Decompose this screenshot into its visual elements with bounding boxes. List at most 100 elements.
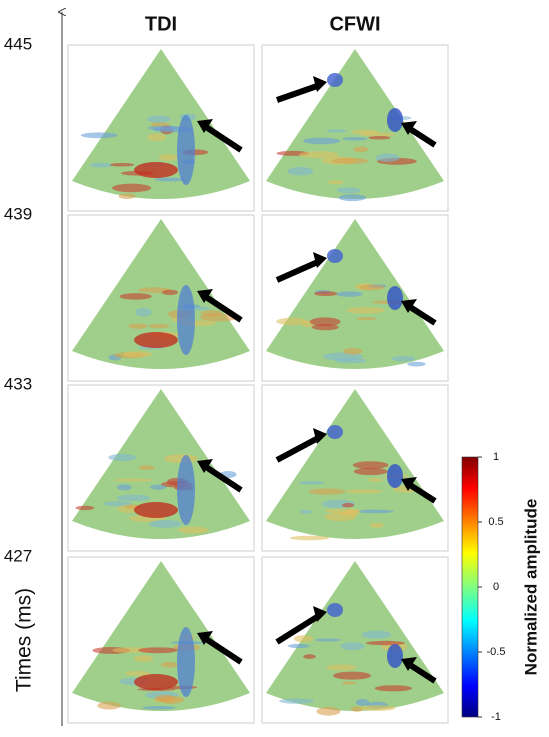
texture	[147, 133, 166, 142]
blob	[177, 627, 195, 697]
texture	[108, 453, 137, 462]
arrowhead	[313, 606, 327, 622]
colorbar-tick-label: -0.5	[487, 646, 506, 658]
arrow	[201, 634, 243, 665]
texture	[341, 137, 368, 141]
time-tick-label: 427	[4, 546, 32, 565]
texture	[336, 291, 363, 297]
blob	[134, 674, 178, 690]
arrow	[275, 258, 322, 283]
texture	[97, 701, 121, 710]
blob	[387, 286, 403, 310]
arrowhead	[401, 477, 417, 491]
texture	[289, 535, 330, 541]
blob	[327, 603, 343, 617]
texture	[146, 115, 171, 123]
arrow	[275, 434, 322, 463]
arrowhead	[197, 289, 213, 303]
arrowhead	[401, 657, 417, 671]
arrowhead	[313, 76, 327, 92]
texture	[135, 308, 152, 317]
texture	[109, 163, 135, 167]
texture	[117, 484, 132, 491]
texture	[150, 484, 167, 490]
texture	[154, 177, 185, 182]
texture	[324, 508, 362, 514]
arrowhead	[313, 252, 327, 268]
texture	[407, 361, 426, 367]
texture	[345, 489, 383, 494]
texture	[353, 467, 388, 476]
colorbar-tick-label: 0.5	[488, 516, 503, 528]
texture	[138, 647, 178, 654]
blob	[327, 425, 343, 439]
blob	[134, 332, 178, 348]
panel	[261, 556, 449, 724]
panel	[261, 214, 449, 382]
texture	[391, 356, 416, 362]
panel	[67, 214, 255, 382]
texture	[315, 638, 342, 642]
texture	[356, 317, 377, 321]
blob	[177, 115, 195, 185]
texture	[327, 180, 344, 185]
texture	[154, 694, 175, 702]
arrow	[405, 660, 437, 684]
colorbar-tick-label: -1	[491, 711, 501, 723]
texture	[338, 194, 367, 202]
panel	[67, 384, 255, 552]
arrow	[405, 480, 437, 504]
sector-image	[72, 561, 250, 711]
texture	[359, 705, 396, 711]
texture	[158, 153, 178, 161]
texture	[369, 522, 384, 528]
blob	[327, 249, 343, 263]
arrowhead	[197, 459, 213, 473]
texture	[299, 509, 312, 514]
texture	[80, 132, 118, 139]
arrow	[275, 612, 322, 645]
texture	[122, 351, 153, 358]
texture	[148, 323, 170, 329]
texture	[200, 310, 223, 317]
texture	[134, 655, 154, 662]
time-tick-label: 445	[4, 34, 32, 53]
colorbar-label: Normalized amplitude	[521, 499, 540, 676]
texture	[326, 664, 357, 671]
texture	[89, 162, 114, 168]
arrow	[276, 82, 321, 103]
texture	[374, 685, 413, 692]
texture	[103, 501, 132, 507]
texture	[119, 293, 152, 300]
arrowhead	[313, 428, 327, 444]
column-title: CFWI	[329, 13, 380, 35]
texture	[124, 670, 151, 676]
blob	[177, 455, 195, 525]
texture	[361, 630, 392, 639]
colorbar-tick-label: 1	[493, 451, 499, 463]
texture	[162, 289, 179, 296]
texture	[276, 317, 308, 326]
texture	[355, 698, 370, 706]
texture	[128, 323, 148, 329]
texture	[375, 153, 400, 162]
arrowhead	[401, 299, 417, 313]
panel	[67, 556, 255, 724]
texture	[367, 478, 384, 482]
texture	[287, 643, 310, 649]
texture	[279, 698, 315, 704]
texture	[340, 642, 365, 651]
arrow	[405, 124, 437, 148]
texture	[142, 705, 176, 710]
blob	[134, 162, 178, 178]
texture	[303, 654, 316, 659]
panel	[67, 44, 255, 212]
arrow	[405, 302, 437, 326]
texture	[343, 348, 363, 355]
texture	[352, 461, 389, 470]
texture	[293, 635, 314, 643]
arrow	[201, 122, 243, 153]
texture	[298, 481, 325, 485]
texture	[287, 167, 314, 176]
texture	[160, 661, 178, 668]
